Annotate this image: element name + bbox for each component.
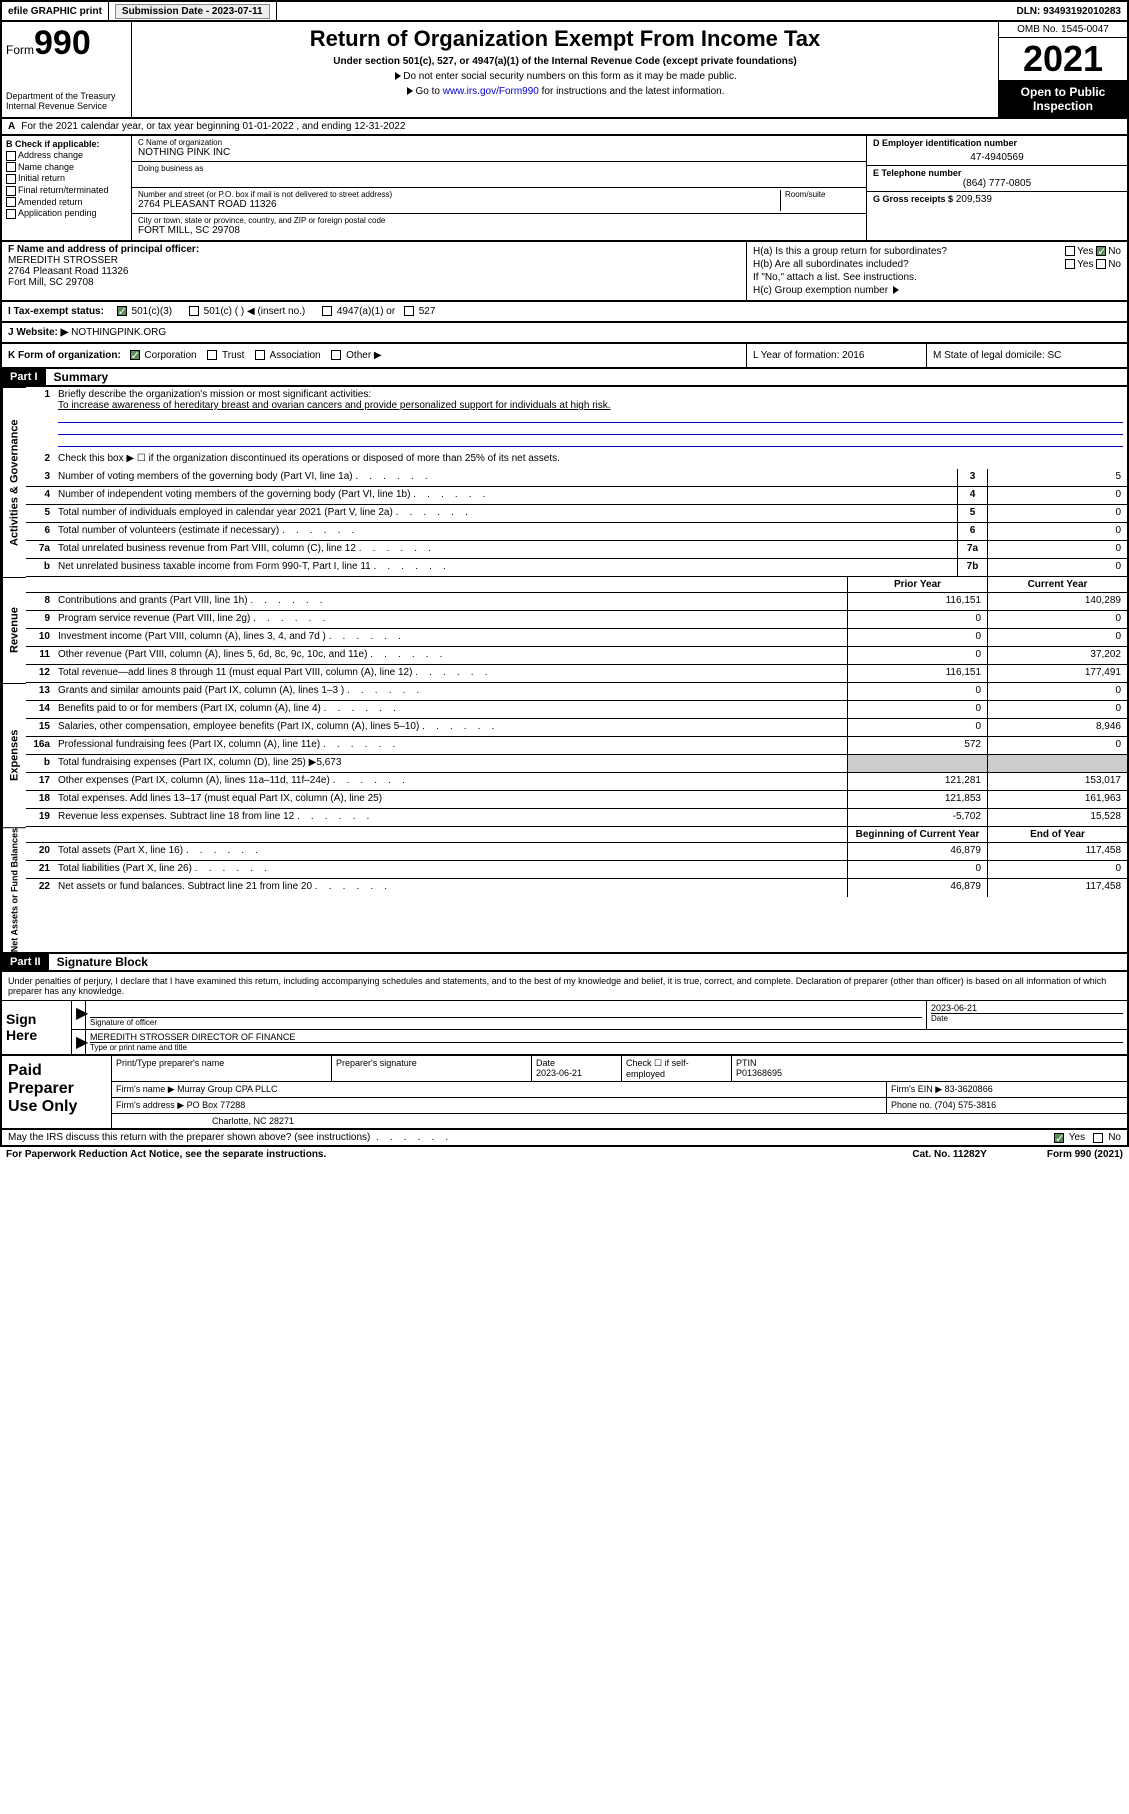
- signature-intro: Under penalties of perjury, I declare th…: [0, 972, 1129, 1000]
- state-domicile: M State of legal domicile: SC: [927, 344, 1127, 367]
- officer-name: MEREDITH STROSSER DIRECTOR OF FINANCE: [90, 1032, 1123, 1042]
- row-i-tax-status: I Tax-exempt status: 501(c)(3) 501(c) ( …: [0, 302, 1129, 323]
- tab-expenses: Expenses: [2, 683, 26, 827]
- sign-here-block: Sign Here ▶ Signature of officer 2023-06…: [0, 1000, 1129, 1056]
- header-right: OMB No. 1545-0047 2021 Open to Public In…: [999, 22, 1127, 117]
- block-bcd: B Check if applicable: Address change Na…: [0, 136, 1129, 242]
- block-fh: F Name and address of principal officer:…: [0, 242, 1129, 302]
- tax-year: 2021: [999, 38, 1127, 81]
- org-city: FORT MILL, SC 29708: [138, 225, 860, 236]
- form-title: Return of Organization Exempt From Incom…: [136, 26, 994, 52]
- ein: 47-4940569: [873, 152, 1121, 163]
- header-mid: Return of Organization Exempt From Incom…: [132, 22, 999, 117]
- summary-expenses: Expenses 13Grants and similar amounts pa…: [0, 683, 1129, 827]
- tab-governance: Activities & Governance: [2, 387, 26, 577]
- gross-receipts: 209,539: [956, 194, 992, 205]
- group-return: H(a) Is this a group return for subordin…: [747, 242, 1127, 300]
- submission-date: Submission Date - 2023-07-11: [109, 2, 277, 20]
- principal-officer: F Name and address of principal officer:…: [2, 242, 747, 300]
- irs-link[interactable]: www.irs.gov/Form990: [443, 86, 539, 97]
- header-left: Form990 Department of the Treasury Inter…: [2, 22, 132, 117]
- efile-label: efile GRAPHIC print: [2, 2, 109, 20]
- omb-number: OMB No. 1545-0047: [999, 22, 1127, 38]
- summary-governance: Activities & Governance 1 Briefly descri…: [0, 387, 1129, 577]
- discuss-row: May the IRS discuss this return with the…: [0, 1130, 1129, 1147]
- tab-net-assets: Net Assets or Fund Balances: [2, 827, 26, 952]
- dln: DLN: 93493192010283: [1010, 2, 1127, 20]
- summary-revenue: Revenue Prior YearCurrent Year 8Contribu…: [0, 577, 1129, 683]
- top-bar: efile GRAPHIC print Submission Date - 20…: [0, 0, 1129, 22]
- col-d-info: D Employer identification number47-49405…: [867, 136, 1127, 240]
- summary-net-assets: Net Assets or Fund Balances Beginning of…: [0, 827, 1129, 954]
- phone: (864) 777-0805: [873, 178, 1121, 189]
- part2-header: Part II Signature Block: [0, 954, 1129, 972]
- row-a-tax-year: AFor the 2021 calendar year, or tax year…: [0, 119, 1129, 136]
- mission-text: To increase awareness of hereditary brea…: [58, 400, 611, 411]
- firm-name: Murray Group CPA PLLC: [177, 1084, 277, 1094]
- form-footer: For Paperwork Reduction Act Notice, see …: [0, 1147, 1129, 1162]
- tab-revenue: Revenue: [2, 577, 26, 683]
- org-street: 2764 PLEASANT ROAD 11326: [138, 199, 780, 210]
- form-header: Form990 Department of the Treasury Inter…: [0, 22, 1129, 119]
- open-inspection: Open to Public Inspection: [999, 81, 1127, 117]
- dept-label: Department of the Treasury Internal Reve…: [6, 91, 127, 111]
- part1-header: Part I Summary: [0, 369, 1129, 387]
- row-klm: K Form of organization: Corporation Trus…: [0, 344, 1129, 369]
- col-b-checkboxes: B Check if applicable: Address change Na…: [2, 136, 132, 240]
- org-name: NOTHING PINK INC: [138, 147, 860, 158]
- form-subtitle: Under section 501(c), 527, or 4947(a)(1)…: [136, 56, 994, 67]
- paid-preparer-block: Paid Preparer Use Only Print/Type prepar…: [0, 1056, 1129, 1130]
- col-c-org: C Name of organizationNOTHING PINK INC D…: [132, 136, 867, 240]
- row-j-website: J Website: ▶ NOTHINGPINK.ORG: [0, 323, 1129, 344]
- year-formation: L Year of formation: 2016: [747, 344, 927, 367]
